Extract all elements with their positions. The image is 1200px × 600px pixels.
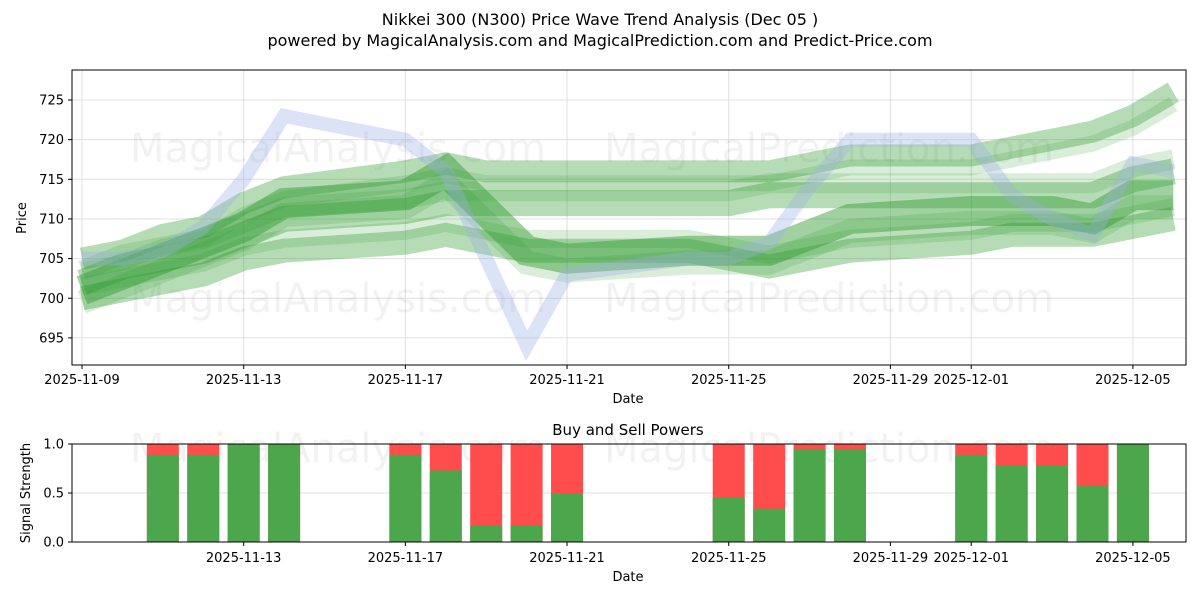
price-waves (76, 82, 1179, 362)
wave-upper-green-ghost-band (80, 97, 1178, 279)
buy-bar (470, 525, 503, 542)
signal-y-axis: 0.0 0.5 1.0 (43, 438, 72, 551)
main-x-label: Date (612, 392, 643, 407)
x-tick-label: 2025-11-25 (691, 373, 767, 388)
x-tick-label: 2025-11-13 (206, 551, 282, 566)
wave-core-green-ghost-band (77, 168, 1174, 314)
x-tick-label: 2025-12-01 (933, 551, 1009, 566)
main-watermarks: MagicalAnalysis.com MagicalPrediction.com… (130, 126, 1054, 322)
wave-core-green-band (76, 152, 1174, 305)
main-y-label: Price (15, 202, 30, 234)
buy-bar (995, 465, 1028, 542)
x-tick-label: 2025-11-25 (691, 551, 767, 566)
buy-bar (793, 448, 826, 542)
buy-bar (955, 454, 988, 542)
x-tick-label: 2025-11-13 (206, 373, 282, 388)
y-tick-label: 1.0 (43, 438, 64, 453)
wave-blue-band (82, 108, 1175, 362)
buy-bar (833, 448, 866, 542)
x-tick-label: 2025-11-17 (368, 551, 444, 566)
x-tick-label: 2025-11-21 (529, 551, 605, 566)
y-tick-label: 710 (39, 212, 64, 227)
chart-subtitle: powered by MagicalAnalysis.com and Magic… (267, 31, 933, 50)
buy-bar (712, 497, 745, 542)
buy-bar (1036, 465, 1069, 542)
buy-bar (510, 525, 543, 542)
x-tick-label: 2025-11-29 (853, 373, 929, 388)
y-tick-label: 715 (39, 173, 64, 188)
x-tick-label: 2025-11-09 (44, 373, 120, 388)
y-tick-label: 725 (39, 94, 64, 109)
y-tick-label: 0.5 (43, 487, 64, 502)
x-tick-label: 2025-12-05 (1095, 373, 1171, 388)
y-tick-label: 695 (39, 331, 64, 346)
buy-bar (429, 470, 462, 542)
main-y-axis: 695 700 705 710 715 720 725 (39, 94, 72, 346)
buy-bar (753, 508, 786, 542)
chart-title: Nikkei 300 (N300) Price Wave Trend Analy… (381, 10, 819, 29)
x-tick-label: 2025-11-21 (529, 373, 605, 388)
wave-mid-green-ghost-band (78, 149, 1176, 280)
signal-y-label: Signal Strength (19, 443, 34, 543)
buy-bar (1076, 486, 1109, 542)
main-plot-frame (71, 69, 1187, 366)
watermark-text: MagicalAnalysis.com (130, 126, 546, 172)
wave-upper-green-band (79, 82, 1179, 270)
wave-mid-green-band (77, 158, 1176, 295)
x-tick-label: 2025-11-29 (853, 551, 929, 566)
buy-bar (1116, 444, 1149, 542)
signal-x-axis: 2025-11-13 2025-11-17 2025-11-21 2025-11-25… (206, 542, 1171, 566)
x-tick-label: 2025-11-17 (368, 373, 444, 388)
buy-bar (187, 454, 220, 542)
y-tick-label: 700 (39, 292, 64, 307)
watermark-text: MagicalPrediction.com (604, 276, 1054, 322)
buy-bar (389, 454, 422, 542)
x-tick-label: 2025-12-01 (933, 373, 1009, 388)
main-x-axis: 2025-11-09 2025-11-13 2025-11-17 2025-11-21… (44, 365, 1171, 388)
buy-bar (551, 493, 584, 542)
wave-lower-green-ghost-band (80, 198, 1176, 296)
signal-chart-title: Buy and Sell Powers (552, 421, 704, 439)
signal-x-label: Date (612, 570, 643, 585)
main-grid (72, 70, 1186, 365)
signal-bars (146, 444, 1149, 542)
y-tick-label: 705 (39, 252, 64, 267)
wave-lower-green-band (79, 207, 1176, 311)
watermark-text: MagicalPrediction.com (604, 126, 1054, 172)
buy-bar (268, 444, 301, 542)
y-tick-label: 720 (39, 133, 64, 148)
x-tick-label: 2025-12-05 (1095, 551, 1171, 566)
y-tick-label: 0.0 (43, 536, 64, 551)
buy-bar (146, 454, 179, 542)
buy-bar (227, 444, 260, 542)
watermark-text: MagicalAnalysis.com (130, 276, 546, 322)
